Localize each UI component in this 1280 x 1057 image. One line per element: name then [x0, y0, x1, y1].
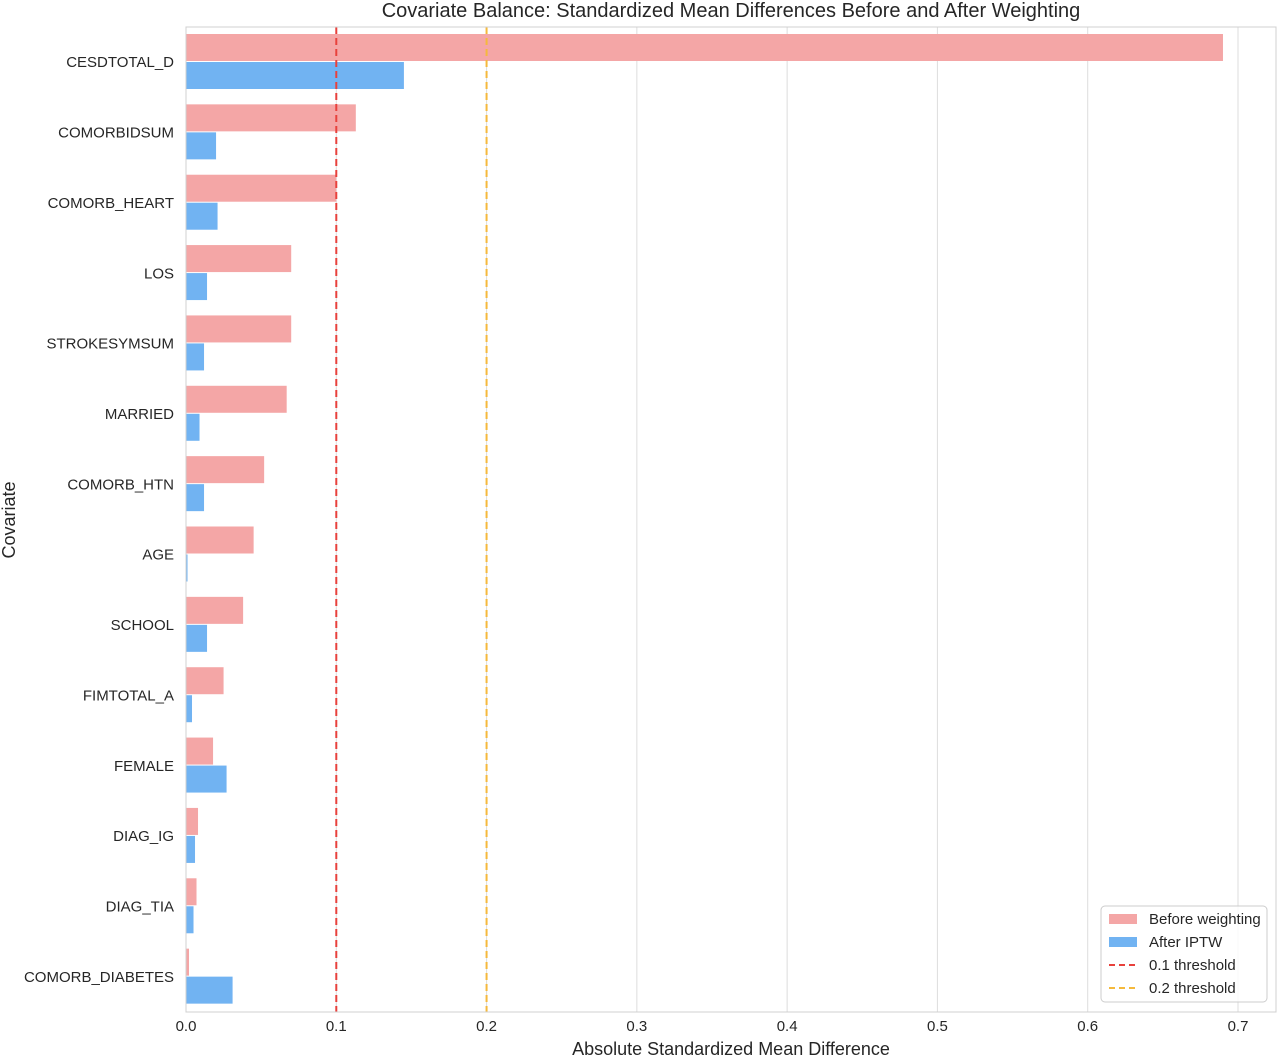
y-tick-label: COMORB_HTN	[67, 476, 174, 493]
bar-before-weighting	[186, 456, 265, 484]
bar-before-weighting	[186, 34, 1223, 61]
y-tick-label: MARRIED	[105, 406, 174, 423]
bar-before-weighting	[186, 245, 292, 273]
bar-after-iptw	[186, 554, 188, 582]
y-tick-label: AGE	[142, 547, 174, 564]
x-tick-label: 0.3	[626, 1018, 647, 1035]
bar-after-iptw	[186, 413, 200, 441]
bar-before-weighting	[186, 737, 214, 765]
bar-before-weighting	[186, 315, 292, 343]
bar-before-weighting	[186, 526, 254, 554]
bar-after-iptw	[186, 976, 233, 1004]
legend: Before weighting After IPTW 0.1 threshold 0…	[1100, 905, 1268, 1003]
legend-label: 0.2 threshold	[1149, 980, 1236, 997]
bar-before-weighting	[186, 174, 337, 202]
y-tick-label: DIAG_IG	[113, 828, 174, 845]
bar-before-weighting	[186, 667, 224, 695]
y-axis-label: Covariate	[0, 481, 19, 558]
bar-after-iptw	[186, 343, 205, 371]
legend-label: Before weighting	[1149, 911, 1261, 928]
plot-frame	[185, 26, 1277, 1013]
bar-before-weighting	[186, 596, 244, 624]
y-tick-label: COMORB_DIABETES	[24, 969, 174, 986]
y-tick-label: CESDTOTAL_D	[66, 54, 174, 71]
y-tick-label: STROKESYMSUM	[46, 336, 174, 353]
bar-before-weighting	[186, 104, 356, 132]
bar-before-weighting	[186, 878, 197, 906]
x-tick-label: 0.7	[1228, 1018, 1249, 1035]
bar-before-weighting	[186, 807, 199, 835]
bar-before-weighting	[186, 385, 287, 413]
legend-box	[1100, 905, 1268, 1003]
bar-after-iptw	[186, 906, 194, 934]
y-tick-label: COMORB_HEART	[48, 195, 174, 212]
x-tick-label: 0.0	[176, 1018, 197, 1035]
chart-title: Covariate Balance: Standardized Mean Dif…	[382, 0, 1081, 22]
bars	[186, 34, 1223, 1004]
legend-swatch	[1109, 914, 1137, 924]
bar-before-weighting	[186, 948, 190, 976]
x-tick-label: 0.2	[476, 1018, 497, 1035]
legend-swatch	[1109, 937, 1137, 947]
x-tick-label: 0.1	[326, 1018, 347, 1035]
axes: 0.0 0.1 0.2 0.3 0.4 0.5 0.6 0.7 CESDTOTAL_D COMOR…	[24, 26, 1277, 1035]
bar-after-iptw	[186, 624, 208, 652]
bar-after-iptw	[186, 484, 205, 512]
bar-after-iptw	[186, 202, 218, 230]
bar-after-iptw	[186, 132, 217, 160]
y-tick-label: COMORBIDSUM	[58, 125, 174, 142]
y-tick-label: FIMTOTAL_A	[83, 687, 174, 704]
y-tick-label: DIAG_TIA	[106, 898, 174, 915]
legend-label: After IPTW	[1149, 934, 1223, 951]
y-tick-label: SCHOOL	[111, 617, 174, 634]
x-tick-label: 0.5	[927, 1018, 948, 1035]
y-tick-label: LOS	[144, 265, 174, 282]
y-tick-label: FEMALE	[114, 758, 174, 775]
threshold-lines	[335, 27, 488, 1012]
x-axis-label: Absolute Standardized Mean Difference	[572, 1039, 890, 1057]
bar-after-iptw	[186, 62, 404, 89]
bar-after-iptw	[186, 695, 193, 723]
bar-after-iptw	[186, 765, 227, 793]
legend-label: 0.1 threshold	[1149, 957, 1236, 974]
bar-after-iptw	[186, 273, 208, 301]
grid	[185, 27, 1239, 1012]
bar-after-iptw	[186, 835, 196, 863]
x-tick-label: 0.6	[1077, 1018, 1098, 1035]
x-tick-label: 0.4	[777, 1018, 798, 1035]
